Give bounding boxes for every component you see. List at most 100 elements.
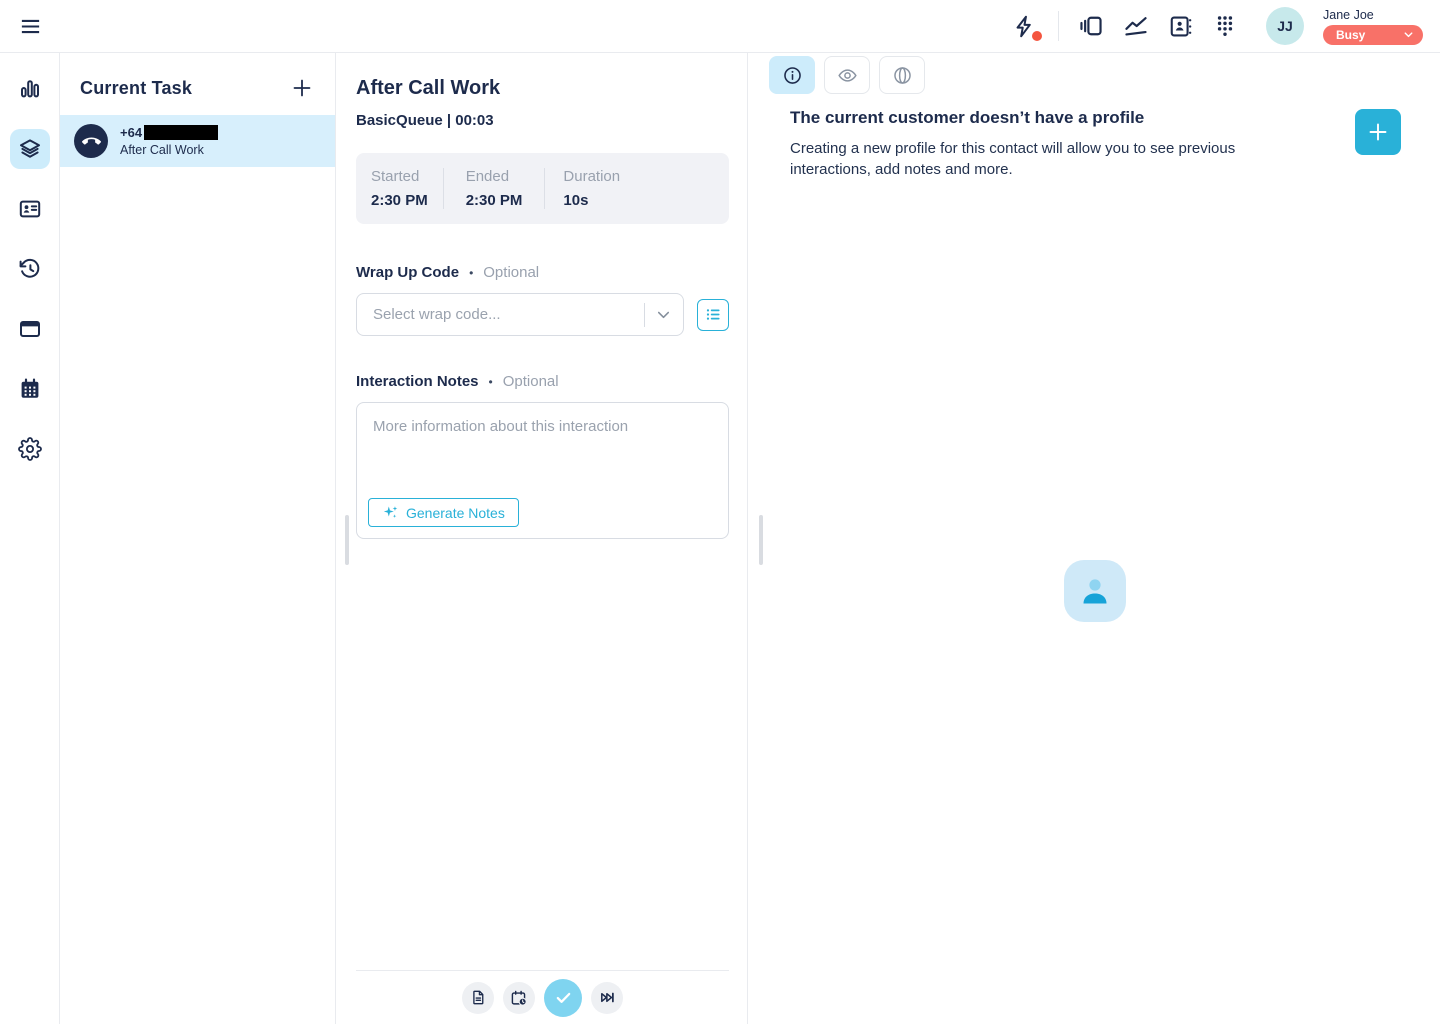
sidebar-item-calendar[interactable] — [10, 369, 50, 409]
flash-notification-button[interactable] — [1012, 14, 1042, 41]
topbar-divider — [1058, 11, 1059, 41]
status-badge: Busy — [1336, 27, 1366, 42]
calendar-icon — [18, 377, 42, 401]
status-selector[interactable]: Busy — [1323, 24, 1423, 45]
tab-insights[interactable] — [879, 56, 925, 94]
dialpad-icon — [1212, 13, 1238, 39]
check-icon — [553, 987, 574, 1008]
dialpad-button[interactable] — [1212, 13, 1238, 39]
started-value: 2:30 PM — [371, 192, 428, 209]
bullet-separator: • — [488, 374, 493, 389]
no-profile-description: Creating a new profile for this contact … — [790, 140, 1236, 178]
plus-icon — [1366, 120, 1390, 144]
sidebar-item-history[interactable] — [10, 249, 50, 289]
summary-started: Started 2:30 PM — [356, 168, 443, 209]
call-summary-card: Started 2:30 PM Ended 2:30 PM Duration 1… — [356, 153, 729, 224]
generate-notes-button[interactable]: Generate Notes — [368, 498, 519, 527]
sidebar-item-settings[interactable] — [10, 429, 50, 469]
browser-icon — [18, 317, 42, 341]
summary-duration: Duration 10s — [544, 168, 635, 209]
phone-prefix: +64 — [120, 125, 143, 140]
wrap-up-select-row: Select wrap code... — [356, 293, 729, 336]
customer-profile-panel: The current customer doesn’t have a prof… — [768, 53, 1440, 1024]
redacted-phone-number — [144, 125, 219, 140]
interaction-notes-label-row: Interaction Notes • Optional — [356, 373, 729, 390]
bullet-separator: • — [469, 265, 474, 280]
calendar-clock-icon — [510, 989, 528, 1007]
document-icon — [470, 989, 487, 1006]
sidebar-item-tasks[interactable] — [9, 129, 50, 169]
panel-resize-handle[interactable] — [345, 515, 349, 565]
current-task-panel: Current Task +64 After Call Work — [60, 53, 336, 1024]
chevron-down-icon — [1402, 28, 1415, 41]
phone-icon — [74, 124, 108, 158]
history-icon — [18, 257, 42, 281]
wrap-up-list-button[interactable] — [697, 298, 729, 331]
contacts-icon — [1168, 14, 1193, 39]
contact-card-icon — [18, 197, 42, 221]
task-panel-title: Current Task — [80, 77, 193, 98]
wrap-up-optional-label: Optional — [483, 264, 540, 281]
notification-dot — [1032, 30, 1042, 41]
notes-optional-label: Optional — [502, 373, 559, 390]
person-icon — [1077, 573, 1113, 609]
contacts-button[interactable] — [1168, 14, 1193, 39]
panel-resize-handle[interactable] — [759, 515, 763, 565]
bar-chart-icon — [18, 77, 42, 101]
after-call-work-panel: After Call Work BasicQueue | 00:03 Start… — [336, 53, 748, 1024]
sidebar-item-browser[interactable] — [10, 309, 50, 349]
select-divider — [644, 302, 645, 327]
gear-icon — [17, 437, 42, 461]
duration-value: 10s — [563, 192, 589, 209]
metrics-button[interactable] — [1123, 13, 1149, 39]
tab-preview[interactable] — [824, 56, 870, 94]
profile-tabs — [768, 53, 1440, 94]
sparkles-icon — [382, 504, 399, 521]
ended-label: Ended — [465, 168, 510, 185]
panels-icon — [1078, 13, 1104, 39]
chevron-down-icon — [654, 305, 673, 324]
avatar[interactable]: JJ — [1266, 7, 1304, 45]
summary-ended: Ended 2:30 PM — [442, 168, 545, 209]
topbar-actions: JJ Jane Joe Busy — [1012, 7, 1440, 45]
info-icon — [782, 65, 803, 86]
task-action-bar — [356, 970, 729, 1024]
started-label: Started — [371, 168, 420, 185]
add-task-button[interactable] — [290, 76, 314, 100]
skip-task-button[interactable] — [591, 981, 623, 1014]
task-item-text: +64 After Call Work — [120, 125, 219, 157]
task-panel-header: Current Task — [60, 53, 335, 115]
user-name: Jane Joe — [1323, 7, 1374, 22]
interaction-notes-label: Interaction Notes — [356, 373, 479, 390]
wrap-up-code-label: Wrap Up Code — [356, 264, 460, 281]
task-activity-label: After Call Work — [120, 143, 204, 157]
notes-document-button[interactable] — [462, 981, 494, 1014]
schedule-callback-button[interactable] — [503, 981, 535, 1014]
wrap-up-code-select[interactable]: Select wrap code... — [356, 293, 684, 336]
generate-notes-label: Generate Notes — [406, 504, 505, 521]
create-profile-button[interactable] — [1355, 109, 1401, 155]
side-panels-button[interactable] — [1078, 13, 1104, 39]
flash-icon — [1012, 14, 1037, 39]
hamburger-icon — [19, 15, 42, 38]
no-profile-section: The current customer doesn’t have a prof… — [768, 94, 1440, 180]
wrap-up-code-label-row: Wrap Up Code • Optional — [356, 264, 729, 281]
task-caller-number: +64 — [120, 125, 219, 140]
metrics-icon — [1123, 13, 1149, 39]
complete-task-button[interactable] — [544, 978, 582, 1017]
hamburger-menu-button[interactable] — [0, 15, 60, 38]
eye-icon — [837, 65, 858, 86]
queue-and-timer: BasicQueue | 00:03 — [356, 112, 494, 129]
page-title: After Call Work — [356, 77, 501, 99]
task-list-item[interactable]: +64 After Call Work — [60, 115, 335, 167]
tab-info[interactable] — [769, 56, 815, 94]
skip-end-icon — [598, 988, 617, 1007]
no-profile-text: The current customer doesn’t have a prof… — [790, 108, 1268, 180]
no-profile-heading: The current customer doesn’t have a prof… — [790, 108, 1145, 127]
sidebar-item-contacts[interactable] — [10, 189, 50, 229]
left-rail — [0, 53, 60, 1024]
sidebar-item-reports[interactable] — [10, 69, 50, 109]
wrap-up-select-placeholder: Select wrap code... — [373, 306, 501, 323]
top-bar: JJ Jane Joe Busy — [0, 0, 1440, 53]
plus-icon — [290, 76, 314, 100]
